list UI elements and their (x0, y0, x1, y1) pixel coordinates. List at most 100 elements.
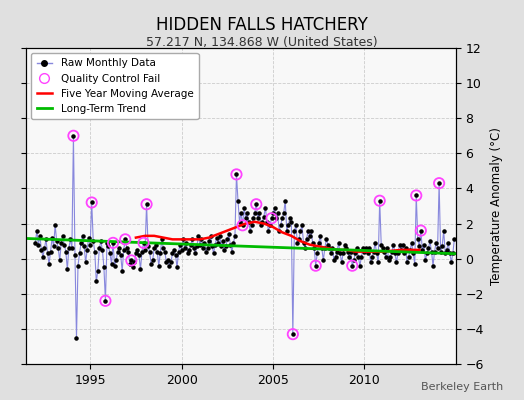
Point (180, 245, 189, 251)
Point (210, 250, 218, 257)
Point (60, 242, 69, 248)
Point (80, 243, 89, 250)
Point (163, 257, 172, 264)
Point (162, 259, 171, 265)
Point (127, 257, 136, 264)
Point (129, 264, 137, 271)
Point (86, 242, 94, 248)
Point (295, 236, 303, 242)
Point (443, 247, 451, 253)
Point (260, 213, 268, 220)
Point (75, 250, 84, 257)
Point (356, 262, 364, 269)
Point (191, 250, 200, 257)
Point (182, 240, 190, 246)
Point (32, 227, 41, 234)
Point (194, 233, 203, 239)
Point (126, 261, 134, 267)
Point (333, 248, 341, 255)
Point (321, 245, 329, 251)
Point (302, 236, 311, 242)
Point (48, 234, 56, 241)
Point (72, 334, 81, 341)
Point (150, 245, 158, 251)
Point (92, 278, 101, 285)
Point (170, 247, 178, 253)
Point (79, 233, 87, 239)
Point (293, 240, 302, 246)
Point (350, 257, 358, 264)
Point (220, 247, 228, 253)
Point (279, 210, 288, 216)
Point (275, 227, 283, 234)
Point (84, 234, 93, 241)
Point (69, 132, 78, 139)
Point (435, 180, 443, 186)
Point (132, 250, 140, 257)
Point (143, 201, 151, 208)
Point (219, 238, 227, 244)
Point (71, 252, 79, 258)
Point (412, 192, 420, 199)
Point (208, 243, 216, 250)
Point (240, 204, 248, 211)
Point (245, 218, 253, 225)
Point (49, 243, 58, 250)
Point (83, 247, 91, 253)
Point (441, 250, 450, 257)
Point (394, 250, 402, 257)
Point (247, 222, 256, 228)
Point (377, 242, 386, 248)
Point (361, 248, 369, 255)
Point (139, 240, 148, 246)
Point (318, 245, 326, 251)
Point (447, 259, 455, 265)
Legend: Raw Monthly Data, Quality Control Fail, Five Year Moving Average, Long-Term Tren: Raw Monthly Data, Quality Control Fail, … (31, 53, 199, 119)
Point (139, 240, 148, 246)
Point (222, 243, 230, 250)
Point (109, 240, 117, 246)
Point (45, 261, 53, 267)
Point (215, 233, 224, 239)
Point (206, 233, 215, 239)
Point (391, 250, 399, 257)
Point (412, 192, 420, 199)
Point (444, 240, 452, 246)
Point (136, 266, 145, 272)
Point (141, 247, 149, 253)
Point (388, 248, 396, 255)
Point (270, 204, 279, 211)
Point (243, 210, 252, 216)
Point (376, 198, 384, 204)
Point (124, 248, 133, 255)
Point (373, 250, 381, 257)
Point (156, 250, 165, 257)
Point (88, 199, 96, 206)
Point (430, 248, 439, 255)
Point (311, 262, 320, 269)
Point (121, 236, 129, 242)
Point (231, 233, 239, 239)
Point (345, 254, 353, 260)
Point (101, 298, 110, 304)
Point (389, 242, 398, 248)
Point (426, 238, 434, 244)
Point (138, 248, 146, 255)
Point (366, 259, 375, 265)
Y-axis label: Temperature Anomaly (°C): Temperature Anomaly (°C) (489, 127, 503, 285)
Point (119, 247, 128, 253)
Point (176, 242, 184, 248)
Point (98, 247, 106, 253)
Point (74, 262, 82, 269)
Point (54, 245, 62, 251)
Point (104, 243, 113, 250)
Point (348, 262, 356, 269)
Point (371, 240, 379, 246)
Point (410, 261, 419, 267)
Point (445, 250, 454, 257)
Point (406, 247, 414, 253)
Point (116, 252, 125, 258)
Point (52, 238, 61, 244)
Point (433, 245, 442, 251)
Point (353, 245, 361, 251)
